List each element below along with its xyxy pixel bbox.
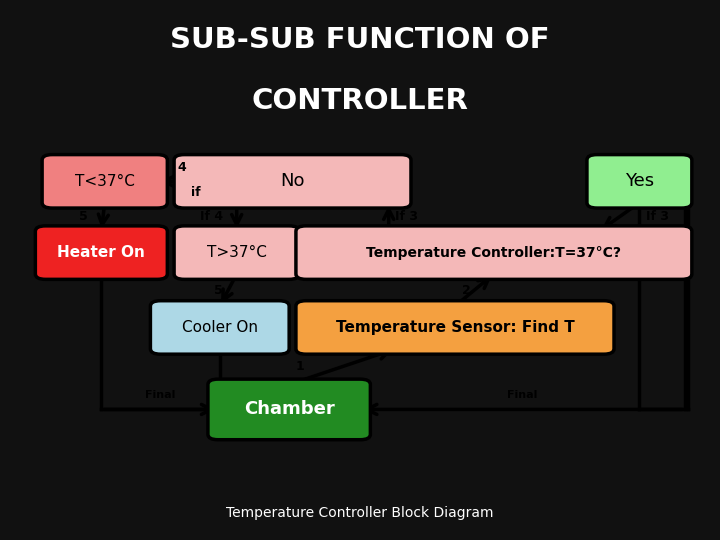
- FancyBboxPatch shape: [174, 226, 300, 279]
- Text: Temperature Sensor: Find T: Temperature Sensor: Find T: [336, 320, 575, 335]
- FancyBboxPatch shape: [587, 154, 692, 208]
- Text: No: No: [280, 172, 305, 190]
- Text: Final: Final: [145, 390, 175, 400]
- Text: 5: 5: [215, 284, 223, 296]
- Text: Temperature Controller:T=37°C?: Temperature Controller:T=37°C?: [366, 246, 621, 260]
- Text: 4: 4: [177, 160, 186, 173]
- FancyBboxPatch shape: [174, 154, 411, 208]
- FancyBboxPatch shape: [42, 154, 167, 208]
- Text: 1: 1: [296, 360, 305, 373]
- Text: Yes: Yes: [625, 172, 654, 190]
- Text: T<37°C: T<37°C: [75, 174, 135, 189]
- Text: 2: 2: [462, 284, 470, 296]
- Text: Temperature Controller Block Diagram: Temperature Controller Block Diagram: [226, 507, 494, 520]
- Text: Cooler On: Cooler On: [181, 320, 258, 335]
- Text: If 3: If 3: [395, 211, 418, 224]
- Text: If 3: If 3: [646, 211, 669, 224]
- Text: If 4: If 4: [200, 211, 223, 224]
- Text: CONTROLLER: CONTROLLER: [251, 87, 469, 115]
- Text: SUB-SUB FUNCTION OF: SUB-SUB FUNCTION OF: [170, 26, 550, 55]
- FancyBboxPatch shape: [35, 226, 167, 279]
- Text: 5: 5: [79, 211, 88, 224]
- Text: if: if: [191, 186, 201, 199]
- FancyBboxPatch shape: [150, 301, 289, 354]
- Text: Heater On: Heater On: [58, 245, 145, 260]
- Text: Final: Final: [508, 390, 538, 400]
- FancyBboxPatch shape: [208, 379, 370, 440]
- Text: Chamber: Chamber: [244, 401, 335, 418]
- FancyBboxPatch shape: [296, 301, 614, 354]
- FancyBboxPatch shape: [296, 226, 692, 279]
- Text: T>37°C: T>37°C: [207, 245, 266, 260]
